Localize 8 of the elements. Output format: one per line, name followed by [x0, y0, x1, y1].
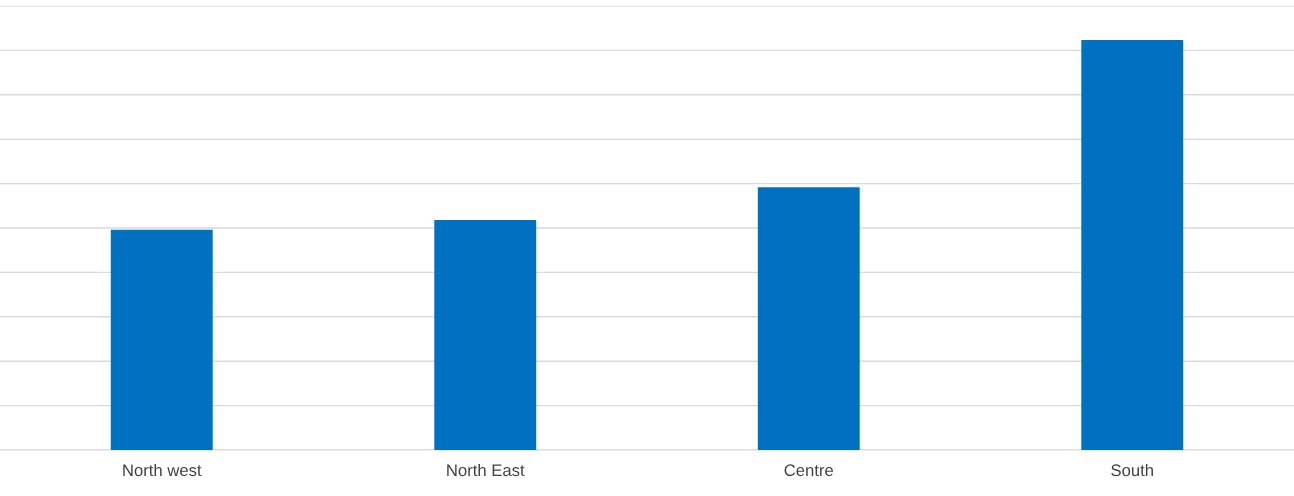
- x-tick-label: Centre: [784, 464, 834, 477]
- x-tick-label: North west: [123, 463, 202, 477]
- bar: [1081, 40, 1184, 450]
- x-tick-label: North East: [447, 463, 525, 477]
- bar: [434, 219, 537, 450]
- x-tick-label: South: [1111, 463, 1153, 477]
- bar: [757, 187, 860, 450]
- bar: [110, 229, 213, 450]
